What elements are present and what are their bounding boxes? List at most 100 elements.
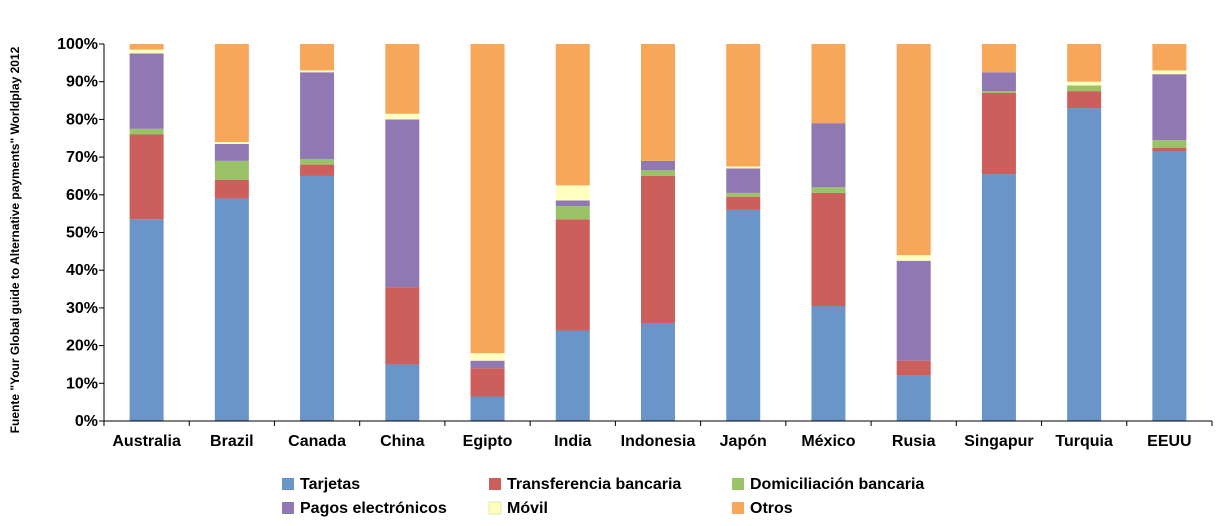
- legend-label: Pagos electrónicos: [300, 500, 447, 517]
- bar-segment: [641, 160, 675, 171]
- bar-segment: [129, 44, 164, 50]
- bar-segment: [470, 396, 505, 421]
- legend-swatch: [489, 478, 501, 490]
- x-tick-label: China: [380, 433, 425, 450]
- bar-segment: [1067, 85, 1102, 92]
- y-tick-label: 90%: [66, 74, 98, 91]
- y-tick-label: 80%: [66, 111, 98, 128]
- legend-item: Otros: [732, 500, 793, 517]
- x-axis: Australia Brazil Canada China Egipto India Ind…: [112, 433, 1191, 450]
- y-tick-label: 40%: [66, 262, 98, 279]
- bars: [129, 44, 1187, 421]
- bar-segment: [214, 179, 249, 199]
- bar-segment: [555, 330, 590, 421]
- bar-segment: [896, 375, 931, 421]
- bar-segment: [385, 287, 420, 365]
- bar-segment: [129, 128, 164, 135]
- bar-segment: [1152, 74, 1187, 141]
- bar-segment: [1067, 44, 1102, 82]
- bar-segment: [300, 72, 335, 159]
- axis-lines: [103, 44, 1213, 426]
- legend-item: Transferencia bancaria: [489, 476, 681, 493]
- y-tick-label: 100%: [57, 36, 98, 53]
- legend-label: Otros: [750, 500, 793, 517]
- bar-segment: [726, 168, 761, 193]
- y-axis: 0% 10% 20% 30% 40% 50% 60% 70% 80% 90% 100%: [57, 36, 104, 430]
- bar-segment: [1067, 108, 1102, 421]
- bar-segment: [1152, 147, 1187, 152]
- legend-swatch: [282, 502, 294, 514]
- legend-label: Domiciliación bancaria: [750, 476, 924, 493]
- y-tick-label: 60%: [66, 187, 98, 204]
- bar-segment: [470, 360, 505, 369]
- bar-segment: [811, 192, 846, 307]
- x-tick-label: Canada: [288, 433, 346, 450]
- bar-segment: [726, 166, 761, 169]
- bar-segment: [555, 206, 590, 220]
- bar-segment: [641, 44, 675, 161]
- bar-segment: [726, 192, 761, 197]
- bar-segment: [726, 196, 761, 210]
- y-tick-label: 70%: [66, 149, 98, 166]
- y-tick-label: 50%: [66, 225, 98, 242]
- x-tick-label: Australia: [112, 433, 181, 450]
- bar-segment: [811, 123, 846, 188]
- bar-segment: [896, 360, 931, 376]
- bar-segment: [811, 187, 846, 193]
- bar-segment: [555, 44, 590, 186]
- bar-segment: [555, 200, 590, 207]
- bar-segment: [129, 49, 164, 54]
- bar-segment: [1152, 151, 1187, 421]
- bar-segment: [641, 322, 675, 421]
- bar-segment: [811, 44, 846, 124]
- legend-item: Tarjetas: [282, 476, 360, 493]
- legend-label: Tarjetas: [300, 476, 360, 493]
- bar-segment: [981, 91, 1016, 94]
- bar-segment: [726, 44, 761, 167]
- bar-segment: [300, 164, 335, 176]
- bar-segment: [470, 353, 505, 361]
- bar-segment: [129, 134, 164, 220]
- legend-swatch: [732, 502, 744, 514]
- y-tick-label: 30%: [66, 300, 98, 317]
- bar-segment: [1067, 81, 1102, 86]
- bar-segment: [214, 142, 249, 144]
- y-tick-label: 20%: [66, 338, 98, 355]
- legend-item: Domiciliación bancaria: [732, 476, 924, 493]
- bar-segment: [214, 198, 249, 421]
- bar-segment: [981, 174, 1016, 421]
- bar-segment: [385, 113, 420, 120]
- bar-segment: [1152, 70, 1187, 75]
- bar-segment: [981, 72, 1016, 92]
- y-tick-label: 0%: [75, 413, 98, 430]
- bar-segment: [1152, 140, 1187, 148]
- x-tick-label: Rusia: [892, 433, 936, 450]
- bar-segment: [300, 175, 335, 421]
- legend: Tarjetas Transferencia bancaria Domiciliac…: [282, 476, 924, 517]
- legend-label: Transferencia bancaria: [507, 476, 681, 493]
- legend-item: Móvil: [488, 500, 548, 517]
- bar-segment: [641, 175, 675, 323]
- bar-segment: [1067, 91, 1102, 109]
- bar-segment: [385, 44, 420, 114]
- bar-segment: [896, 255, 931, 261]
- bar-segment: [555, 219, 590, 331]
- bar-segment: [214, 44, 249, 143]
- bar-segment: [726, 209, 761, 421]
- x-tick-label: India: [554, 433, 591, 450]
- bar-segment: [1152, 44, 1187, 71]
- bar-segment: [300, 158, 335, 165]
- x-tick-label: Japón: [720, 433, 767, 450]
- x-tick-label: Turquia: [1055, 433, 1113, 450]
- bar-segment: [555, 185, 590, 201]
- bar-segment: [470, 368, 505, 397]
- bar-segment: [981, 44, 1016, 73]
- bar-segment: [896, 260, 931, 361]
- bar-segment: [470, 44, 505, 354]
- legend-swatch: [282, 478, 294, 490]
- bar-segment: [300, 44, 335, 71]
- legend-label: Móvil: [507, 500, 548, 517]
- legend-item: Pagos electrónicos: [282, 500, 447, 517]
- bar-segment: [129, 53, 164, 129]
- bar-segment: [214, 160, 249, 180]
